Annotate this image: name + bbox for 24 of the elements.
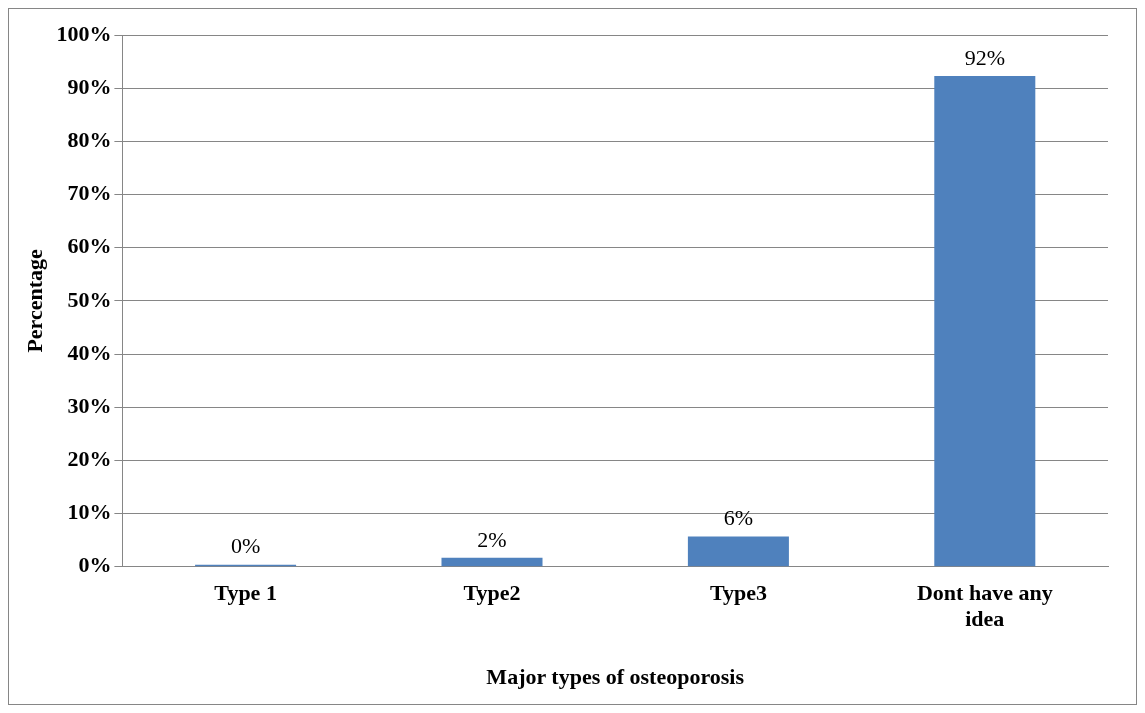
x-tick-label: Type2 <box>463 579 521 605</box>
y-tick-label: 70% <box>67 180 112 206</box>
bar <box>441 557 543 567</box>
y-tick-label: 0% <box>78 552 112 578</box>
data-label: 92% <box>964 44 1005 70</box>
y-tick-label: 100% <box>56 20 112 46</box>
y-tick-label: 10% <box>67 499 112 525</box>
y-tick-label: 90% <box>67 73 112 99</box>
y-axis-title: Percentage <box>21 248 47 353</box>
y-tick-label: 50% <box>67 286 112 312</box>
y-tick-label: 60% <box>67 233 112 259</box>
x-tick-label: Type3 <box>709 579 767 605</box>
data-label: 2% <box>477 526 507 552</box>
data-label: 0% <box>230 533 261 559</box>
x-axis-title: Major types of osteoporosis <box>486 664 745 690</box>
x-tick-label: Type 1 <box>214 579 277 605</box>
data-label: 6% <box>723 505 754 531</box>
y-tick-label: 30% <box>67 392 112 418</box>
y-tick-label: 20% <box>67 446 112 472</box>
bar <box>687 536 789 567</box>
x-tick-label: Dont have any idea <box>916 579 1053 632</box>
y-tick-label: 40% <box>67 339 112 365</box>
y-tick-label: 80% <box>67 127 112 153</box>
bar <box>934 75 1036 567</box>
